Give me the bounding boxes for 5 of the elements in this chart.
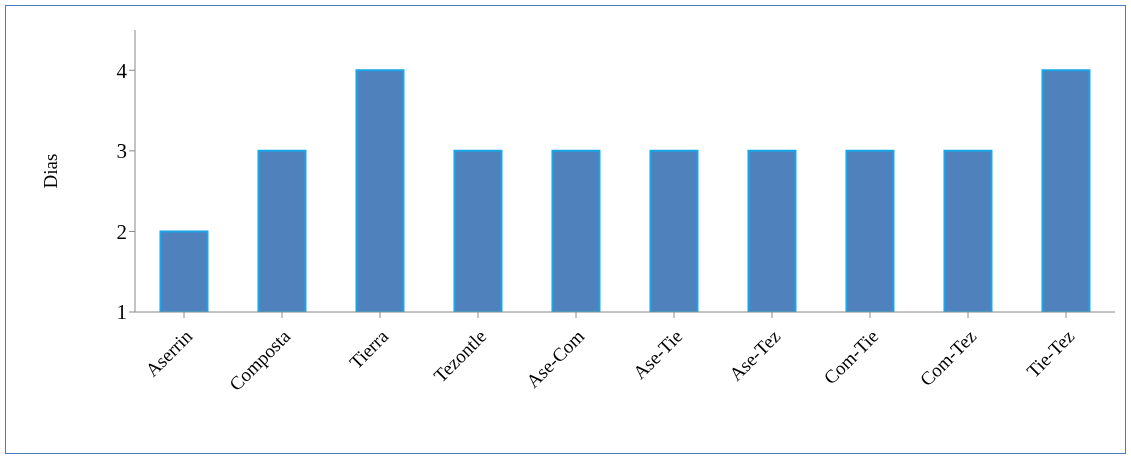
y-tick-label: 2 <box>116 219 127 244</box>
y-tick-label: 4 <box>116 58 128 83</box>
y-axis-title: Dias <box>39 153 61 189</box>
y-tick-label: 1 <box>116 300 127 325</box>
y-tick-label: 3 <box>116 139 127 164</box>
